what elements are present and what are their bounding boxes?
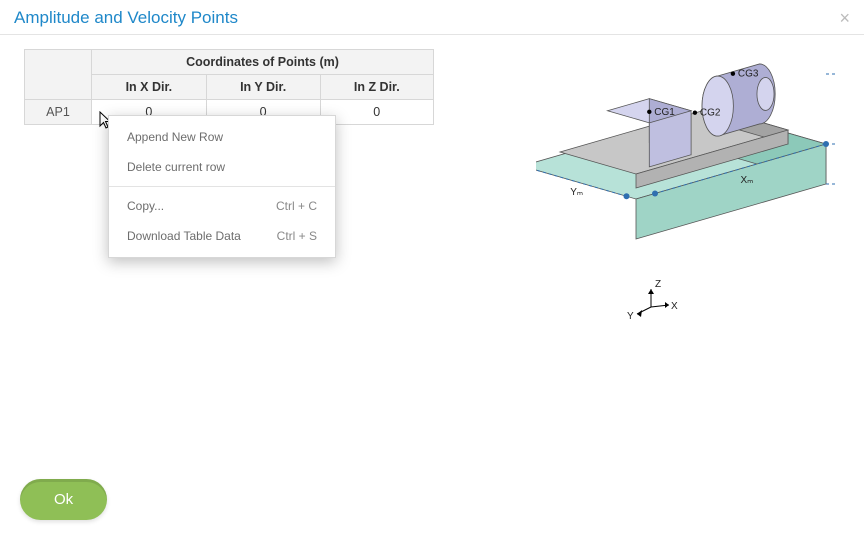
cell-z[interactable]: 0 <box>320 100 433 125</box>
svg-text:Yₘ: Yₘ <box>570 187 583 198</box>
menu-copy[interactable]: Copy... Ctrl + C <box>109 191 335 221</box>
svg-text:CG3: CG3 <box>738 69 759 80</box>
menu-item-label: Append New Row <box>127 130 223 144</box>
col-y-header: In Y Dir. <box>206 75 320 100</box>
menu-append-row[interactable]: Append New Row <box>109 122 335 152</box>
svg-text:CG2: CG2 <box>700 108 721 119</box>
svg-text:Z: Z <box>655 279 661 290</box>
table-group-header: Coordinates of Points (m) <box>92 50 434 75</box>
context-menu: Append New Row Delete current row Copy..… <box>108 115 336 258</box>
menu-delete-row[interactable]: Delete current row <box>109 152 335 182</box>
svg-text:CG1: CG1 <box>654 107 675 118</box>
menu-item-label: Delete current row <box>127 160 225 174</box>
col-x-header: In X Dir. <box>92 75 207 100</box>
close-icon[interactable]: × <box>839 9 850 27</box>
points-table[interactable]: Coordinates of Points (m) In X Dir. In Y… <box>24 49 434 125</box>
menu-item-label: Copy... <box>127 199 164 213</box>
menu-item-shortcut: Ctrl + S <box>277 229 317 243</box>
dialog-footer: Ok <box>20 479 107 520</box>
col-z-header: In Z Dir. <box>320 75 433 100</box>
menu-item-label: Download Table Data <box>127 229 241 243</box>
dialog-body: Coordinates of Points (m) In X Dir. In Y… <box>0 35 864 493</box>
menu-download[interactable]: Download Table Data Ctrl + S <box>109 221 335 251</box>
svg-text:Xₘ: Xₘ <box>741 175 754 186</box>
ok-button[interactable]: Ok <box>20 479 107 520</box>
menu-item-shortcut: Ctrl + C <box>276 199 317 213</box>
dialog-title: Amplitude and Velocity Points <box>14 8 238 28</box>
table-corner-cell <box>25 50 92 100</box>
table-header-row-1: Coordinates of Points (m) <box>25 50 434 75</box>
svg-text:X: X <box>671 301 678 312</box>
diagram-illustration: CG1CG2CG3XₘYₘZₘXYZ <box>536 59 836 319</box>
row-label: AP1 <box>25 100 92 125</box>
svg-text:Y: Y <box>627 311 634 319</box>
menu-separator <box>109 186 335 187</box>
dialog-header: Amplitude and Velocity Points × <box>0 0 864 35</box>
